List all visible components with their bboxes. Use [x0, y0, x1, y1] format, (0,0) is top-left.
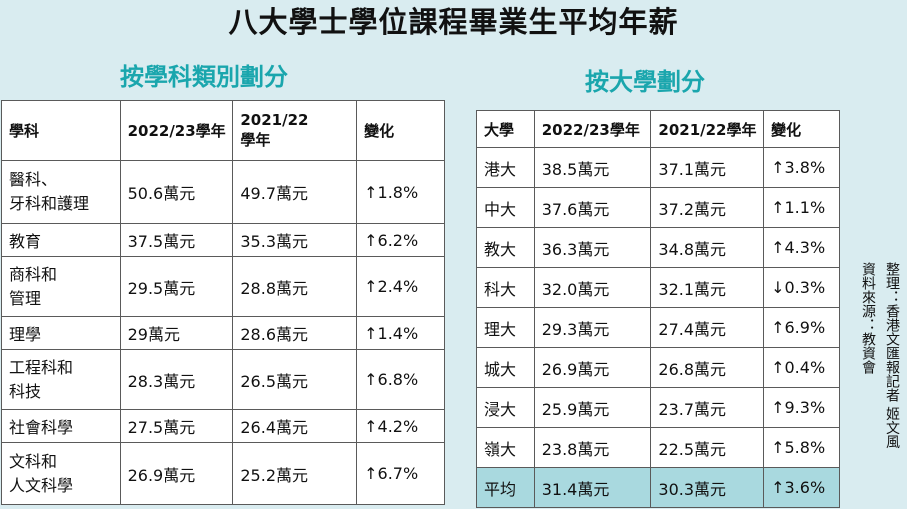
section-title-by-subject: 按學科類別劃分: [120, 62, 288, 91]
header-change: 變化: [763, 110, 840, 148]
salary-by-subject-table: 學科 2022/23學年 2021/22 學年 變化 醫科、 牙科和護理 50.…: [1, 100, 445, 505]
change-cell: ↑4.3%: [763, 227, 840, 268]
change-cell: ↑1.8%: [356, 160, 445, 224]
data-source-credit: 資料來源：教資會: [860, 262, 876, 374]
value-2022-23: 26.9萬元: [119, 442, 234, 505]
value-2021-22: 28.6萬元: [232, 316, 358, 350]
header-2022-23: 2022/23學年: [119, 100, 234, 161]
table-header-row: 大學 2022/23學年 2021/22學年 變化: [476, 110, 840, 148]
table-row: 理學 29萬元 28.6萬元 ↑1.4%: [1, 316, 445, 350]
university-cell: 城大: [476, 347, 535, 388]
value-2021-22: 30.3萬元: [650, 467, 765, 508]
value-2022-23: 37.6萬元: [533, 187, 652, 228]
compiled-by-credit: 整理：香港文匯報記者 姬文風: [884, 262, 900, 449]
university-cell: 平均: [476, 467, 535, 508]
change-cell: ↑6.8%: [356, 349, 445, 410]
header-2021-22: 2021/22 學年: [232, 100, 358, 161]
value-2022-23: 37.5萬元: [119, 223, 234, 257]
subject-cell: 商科和 管理: [1, 256, 121, 317]
value-2022-23: 28.3萬元: [119, 349, 234, 410]
value-2022-23: 23.8萬元: [533, 427, 652, 468]
header-subject: 學科: [1, 100, 121, 161]
change-cell: ↑3.8%: [763, 147, 840, 188]
table-row: 工程科和 科技 28.3萬元 26.5萬元 ↑6.8%: [1, 349, 445, 410]
university-cell: 中大: [476, 187, 535, 228]
value-2022-23: 27.5萬元: [119, 409, 234, 443]
section-title-by-university: 按大學劃分: [585, 67, 705, 96]
value-2021-22: 27.4萬元: [650, 307, 765, 348]
value-2021-22: 49.7萬元: [232, 160, 358, 224]
university-cell: 科大: [476, 267, 535, 308]
value-2022-23: 25.9萬元: [533, 387, 652, 428]
change-cell: ↑3.6%: [763, 467, 840, 508]
change-cell: ↑6.9%: [763, 307, 840, 348]
table-row: 中大 37.6萬元 37.2萬元 ↑1.1%: [476, 187, 840, 228]
source-credit: 整理：香港文匯報記者 姬文風 資料來源：教資會: [852, 262, 904, 507]
university-cell: 教大: [476, 227, 535, 268]
value-2022-23: 38.5萬元: [533, 147, 652, 188]
value-2021-22: 32.1萬元: [650, 267, 765, 308]
value-2022-23: 29.3萬元: [533, 307, 652, 348]
change-cell: ↑0.4%: [763, 347, 840, 388]
change-cell: ↑6.7%: [356, 442, 445, 505]
value-2021-22: 37.1萬元: [650, 147, 765, 188]
subject-cell: 教育: [1, 223, 121, 257]
value-2021-22: 23.7萬元: [650, 387, 765, 428]
value-2022-23: 32.0萬元: [533, 267, 652, 308]
change-cell: ↑4.2%: [356, 409, 445, 443]
table-header-row: 學科 2022/23學年 2021/22 學年 變化: [1, 100, 445, 161]
subject-cell: 工程科和 科技: [1, 349, 121, 410]
value-2022-23: 29萬元: [119, 316, 234, 350]
value-2021-22: 26.8萬元: [650, 347, 765, 388]
value-2022-23: 29.5萬元: [119, 256, 234, 317]
table-row: 浸大 25.9萬元 23.7萬元 ↑9.3%: [476, 387, 840, 428]
change-cell: ↑9.3%: [763, 387, 840, 428]
value-2021-22: 26.4萬元: [232, 409, 358, 443]
table-row: 教大 36.3萬元 34.8萬元 ↑4.3%: [476, 227, 840, 268]
change-cell: ↑2.4%: [356, 256, 445, 317]
table-row: 文科和 人文科學 26.9萬元 25.2萬元 ↑6.7%: [1, 442, 445, 505]
header-2022-23: 2022/23學年: [533, 110, 652, 148]
value-2022-23: 26.9萬元: [533, 347, 652, 388]
value-2021-22: 28.8萬元: [232, 256, 358, 317]
value-2021-22: 37.2萬元: [650, 187, 765, 228]
table-row: 教育 37.5萬元 35.3萬元 ↑6.2%: [1, 223, 445, 257]
value-2021-22: 22.5萬元: [650, 427, 765, 468]
university-cell: 港大: [476, 147, 535, 188]
average-row: 平均 31.4萬元 30.3萬元 ↑3.6%: [476, 467, 840, 508]
table-row: 港大 38.5萬元 37.1萬元 ↑3.8%: [476, 147, 840, 188]
value-2021-22: 25.2萬元: [232, 442, 358, 505]
value-2022-23: 50.6萬元: [119, 160, 234, 224]
subject-cell: 醫科、 牙科和護理: [1, 160, 121, 224]
salary-by-university-table: 大學 2022/23學年 2021/22學年 變化 港大 38.5萬元 37.1…: [476, 110, 840, 508]
value-2022-23: 31.4萬元: [533, 467, 652, 508]
table-row: 嶺大 23.8萬元 22.5萬元 ↑5.8%: [476, 427, 840, 468]
change-cell: ↑5.8%: [763, 427, 840, 468]
table-row: 科大 32.0萬元 32.1萬元 ↓0.3%: [476, 267, 840, 308]
header-change: 變化: [356, 100, 445, 161]
table-row: 商科和 管理 29.5萬元 28.8萬元 ↑2.4%: [1, 256, 445, 317]
table-row: 城大 26.9萬元 26.8萬元 ↑0.4%: [476, 347, 840, 388]
university-cell: 理大: [476, 307, 535, 348]
subject-cell: 社會科學: [1, 409, 121, 443]
subject-cell: 文科和 人文科學: [1, 442, 121, 505]
change-cell: ↑1.1%: [763, 187, 840, 228]
value-2021-22: 35.3萬元: [232, 223, 358, 257]
change-cell: ↑6.2%: [356, 223, 445, 257]
table-row: 社會科學 27.5萬元 26.4萬元 ↑4.2%: [1, 409, 445, 443]
header-2021-22: 2021/22學年: [650, 110, 765, 148]
change-cell: ↑1.4%: [356, 316, 445, 350]
table-row: 醫科、 牙科和護理 50.6萬元 49.7萬元 ↑1.8%: [1, 160, 445, 224]
header-university: 大學: [476, 110, 535, 148]
value-2022-23: 36.3萬元: [533, 227, 652, 268]
value-2021-22: 34.8萬元: [650, 227, 765, 268]
subject-cell: 理學: [1, 316, 121, 350]
change-cell: ↓0.3%: [763, 267, 840, 308]
university-cell: 嶺大: [476, 427, 535, 468]
university-cell: 浸大: [476, 387, 535, 428]
value-2021-22: 26.5萬元: [232, 349, 358, 410]
page-title: 八大學士學位課程畢業生平均年薪: [228, 5, 679, 39]
table-row: 理大 29.3萬元 27.4萬元 ↑6.9%: [476, 307, 840, 348]
